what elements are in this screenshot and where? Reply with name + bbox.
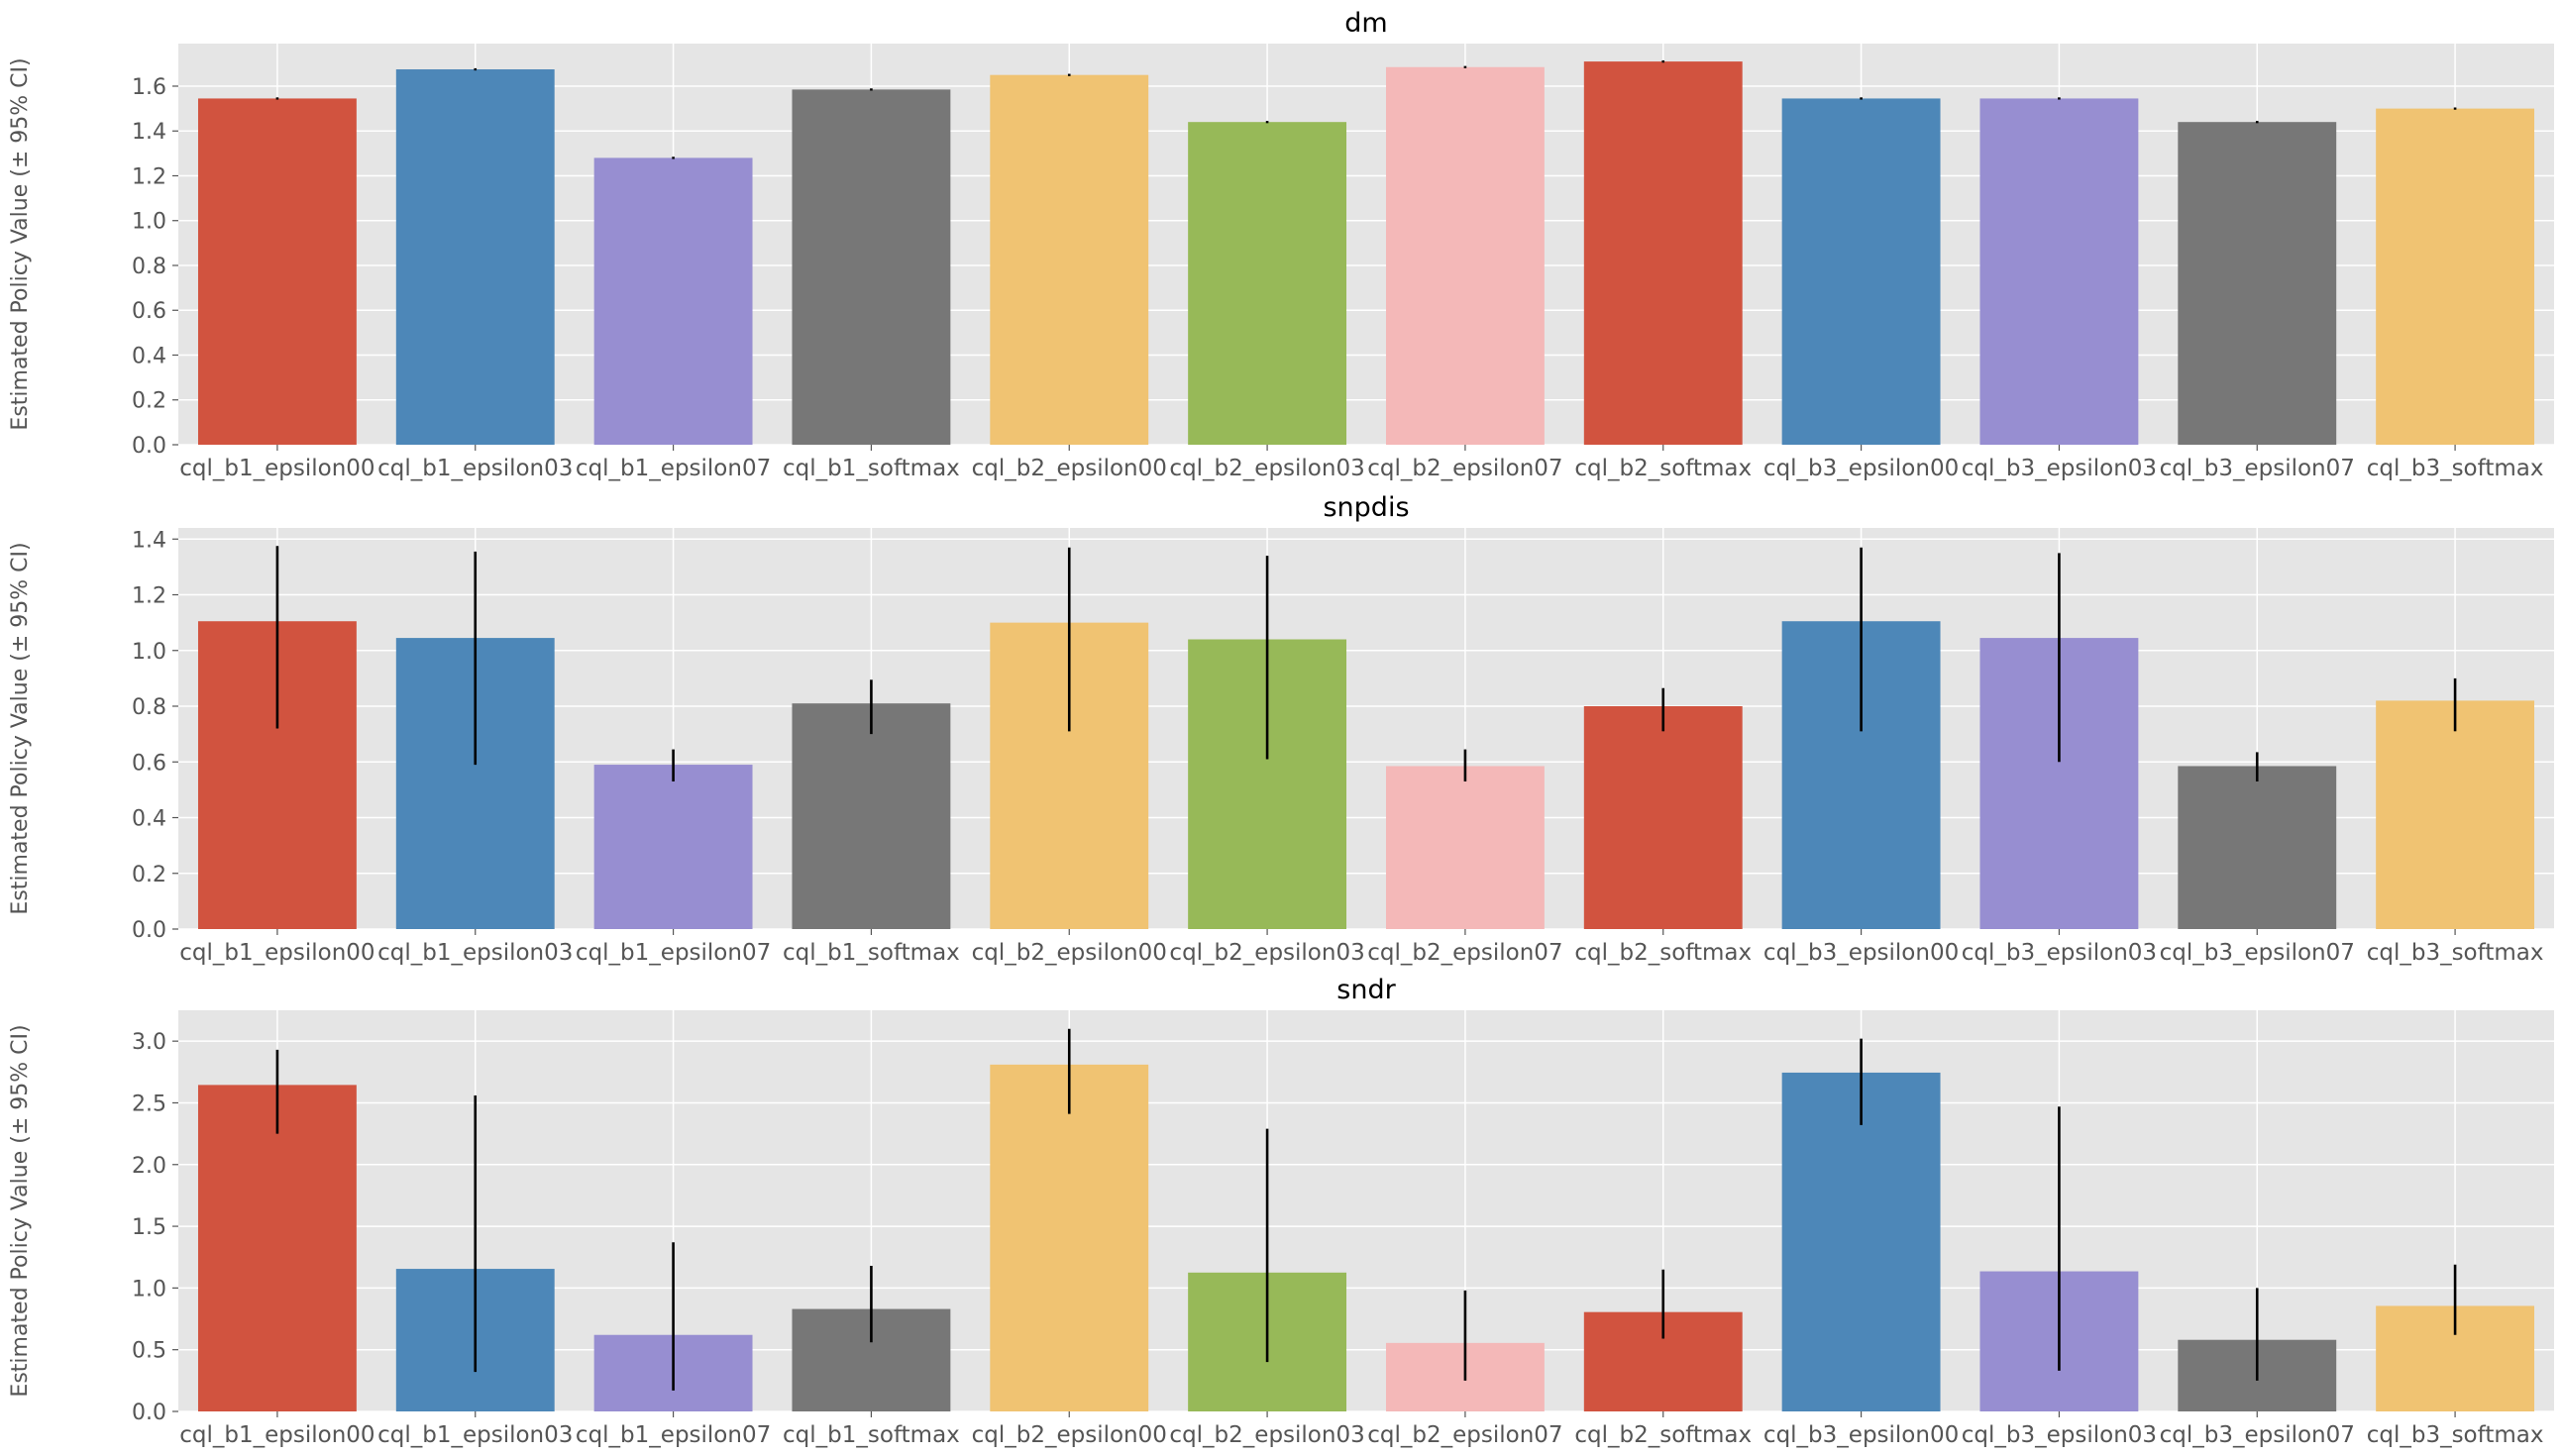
y-tick-label: 1.0 (132, 640, 166, 665)
x-tick-label: cql_b3_softmax (2367, 940, 2544, 966)
plot-area (178, 1010, 2554, 1411)
x-tick-label: cql_b1_epsilon03 (377, 1422, 573, 1448)
y-axis-label: Estimated Policy Value (± 95% CI) (8, 57, 33, 430)
y-tick-label: 1.6 (132, 75, 166, 100)
x-tick-label: cql_b2_softmax (1574, 456, 1752, 481)
y-tick-label: 1.4 (132, 120, 166, 145)
y-tick-label: 0.0 (132, 918, 166, 943)
bar-cql_b3_epsilon00 (1781, 98, 1941, 446)
x-tick-label: cql_b3_epsilon07 (2160, 456, 2355, 481)
x-tick-label: cql_b3_epsilon03 (1962, 940, 2157, 966)
y-tick-label: 0.6 (132, 751, 166, 776)
y-tick-label: 0.2 (132, 389, 166, 414)
y-tick-label: 0.0 (132, 434, 166, 459)
y-tick-label: 0.4 (132, 807, 166, 832)
bar-cql_b2_epsilon03 (1188, 122, 1347, 445)
bar-cql_b3_softmax (2376, 700, 2535, 929)
x-tick-label: cql_b2_epsilon03 (1169, 1422, 1364, 1448)
bar-cql_b2_softmax (1583, 706, 1743, 929)
y-tick-label: 3.0 (132, 1030, 166, 1055)
y-tick-label: 1.2 (132, 584, 166, 609)
bar-cql_b1_epsilon00 (197, 1085, 357, 1411)
x-tick-label: cql_b1_softmax (783, 940, 960, 966)
x-tick-label: cql_b3_epsilon07 (2160, 940, 2355, 966)
x-tick-label: cql_b1_softmax (783, 456, 960, 481)
bar-cql_b2_epsilon00 (990, 74, 1149, 446)
y-tick-label: 1.0 (132, 1277, 166, 1301)
x-tick-label: cql_b3_softmax (2367, 456, 2544, 481)
y-tick-label: 1.5 (132, 1215, 166, 1240)
subplot-title: sndr (1336, 975, 1396, 1005)
x-tick-label: cql_b2_epsilon03 (1169, 456, 1364, 481)
y-axis-label: Estimated Policy Value (± 95% CI) (8, 542, 33, 914)
bar-cql_b3_epsilon07 (2178, 122, 2337, 445)
x-tick-label: cql_b3_epsilon00 (1763, 456, 1959, 481)
y-tick-label: 2.0 (132, 1154, 166, 1179)
x-tick-label: cql_b1_epsilon07 (576, 456, 771, 481)
x-tick-label: cql_b3_epsilon03 (1962, 456, 2157, 481)
x-tick-label: cql_b2_epsilon07 (1367, 1422, 1562, 1448)
y-tick-label: 0.6 (132, 299, 166, 324)
y-tick-label: 0.4 (132, 344, 166, 368)
subplot-dm: 0.0 0.2 0.4 0.6 0.8 1.0 1.2 1.4 1.6 cql_b1_epsilo… (8, 8, 2554, 481)
x-tick-label: cql_b2_epsilon00 (972, 1422, 1167, 1448)
bar-cql_b1_epsilon00 (197, 98, 357, 446)
subplot-title: dm (1344, 8, 1387, 39)
bar-cql_b3_epsilon07 (2178, 766, 2337, 929)
y-tick-label: 1.4 (132, 528, 166, 553)
x-tick-label: cql_b2_epsilon07 (1367, 940, 1562, 966)
x-tick-label: cql_b2_epsilon03 (1169, 940, 1364, 966)
y-tick-label: 0.8 (132, 255, 166, 279)
y-tick-label: 2.5 (132, 1092, 166, 1116)
bar-cql_b2_softmax (1583, 61, 1743, 446)
x-tick-label: cql_b2_epsilon00 (972, 940, 1167, 966)
bar-cql_b1_epsilon07 (593, 157, 753, 446)
x-tick-label: cql_b1_epsilon00 (179, 456, 374, 481)
bar-cql_b2_epsilon07 (1385, 66, 1545, 445)
bar-cql_b1_softmax (792, 703, 951, 929)
y-tick-label: 1.0 (132, 210, 166, 235)
x-tick-label: cql_b3_epsilon03 (1962, 1422, 2157, 1448)
x-tick-label: cql_b1_epsilon07 (576, 1422, 771, 1448)
y-tick-label: 0.0 (132, 1401, 166, 1425)
bar-cql_b1_epsilon07 (593, 765, 753, 929)
subplot-snpdis: 0.0 0.2 0.4 0.6 0.8 1.0 1.2 1.4 cql_b1_epsilon00… (8, 492, 2554, 966)
subplot-title: snpdis (1323, 492, 1409, 523)
x-tick-label: cql_b2_epsilon07 (1367, 456, 1562, 481)
y-tick-label: 1.2 (132, 164, 166, 189)
x-tick-label: cql_b1_softmax (783, 1422, 960, 1448)
x-tick-label: cql_b3_softmax (2367, 1422, 2544, 1448)
bar-cql_b3_epsilon03 (1979, 98, 2139, 446)
x-tick-label: cql_b3_epsilon00 (1763, 1422, 1959, 1448)
bar-cql_b2_epsilon07 (1385, 766, 1545, 929)
x-tick-label: cql_b1_epsilon07 (576, 940, 771, 966)
bar-cql_b3_epsilon00 (1781, 1072, 1941, 1411)
x-tick-label: cql_b1_epsilon00 (179, 1422, 374, 1448)
bar-cql_b1_epsilon03 (395, 69, 555, 445)
bar-cql_b2_epsilon00 (990, 1064, 1149, 1411)
bar-cql_b3_softmax (2376, 108, 2535, 445)
x-tick-label: cql_b2_softmax (1574, 940, 1752, 966)
x-tick-label: cql_b3_epsilon00 (1763, 940, 1959, 966)
y-axis-label: Estimated Policy Value (± 95% CI) (8, 1024, 33, 1397)
x-tick-label: cql_b2_softmax (1574, 1422, 1752, 1448)
y-tick-label: 0.5 (132, 1339, 166, 1364)
y-tick-label: 0.8 (132, 695, 166, 720)
x-tick-label: cql_b1_epsilon03 (377, 456, 573, 481)
y-tick-label: 0.2 (132, 863, 166, 887)
x-tick-label: cql_b1_epsilon03 (377, 940, 573, 966)
bar-cql_b1_softmax (792, 89, 951, 445)
plot-area (178, 44, 2554, 445)
x-tick-label: cql_b3_epsilon07 (2160, 1422, 2355, 1448)
x-tick-label: cql_b1_epsilon00 (179, 940, 374, 966)
x-tick-label: cql_b2_epsilon00 (972, 456, 1167, 481)
